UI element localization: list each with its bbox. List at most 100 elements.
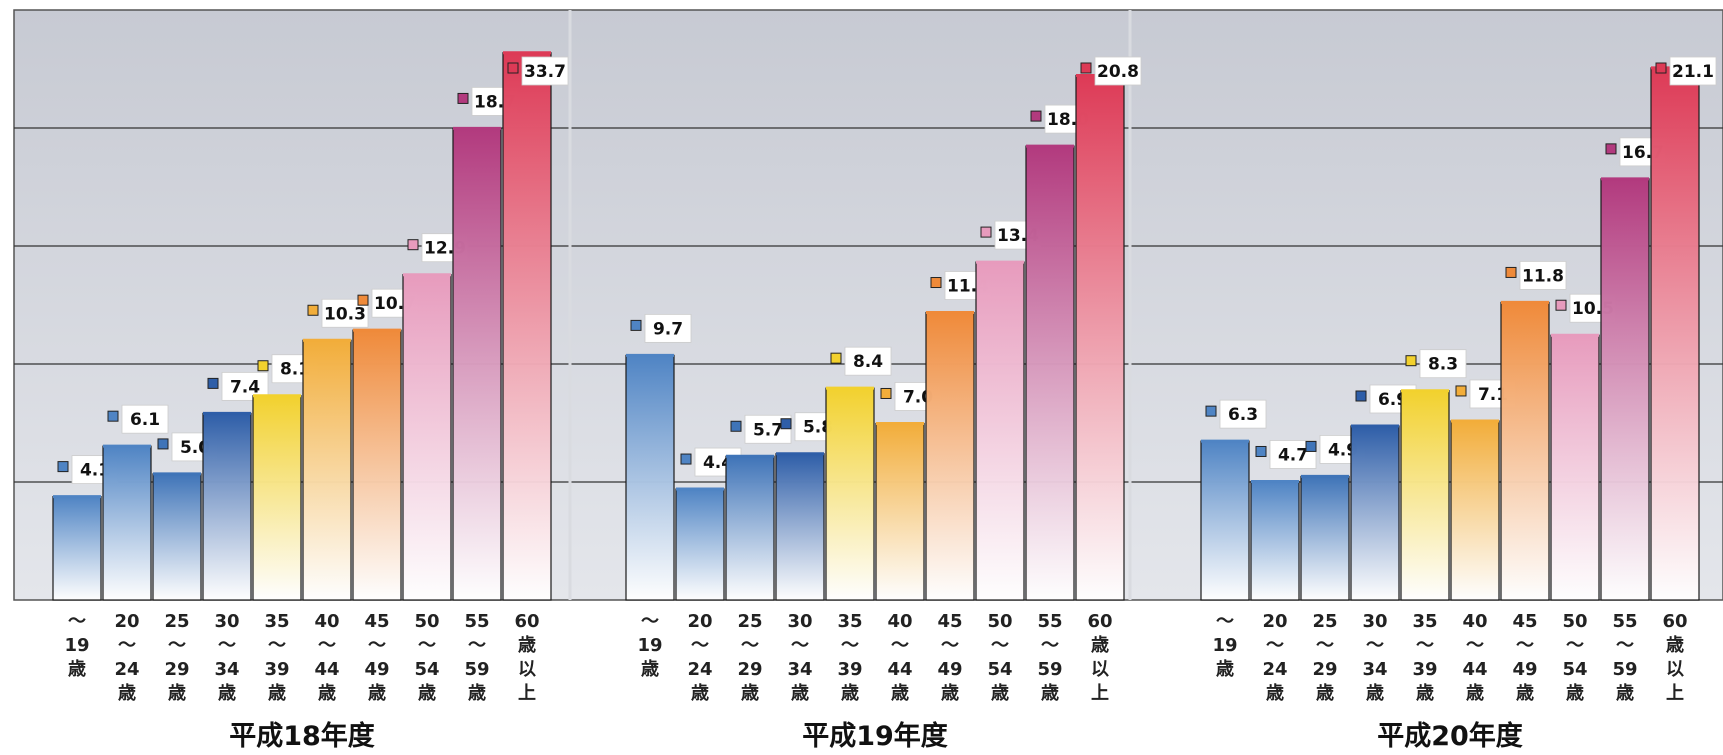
category-label: ～ bbox=[641, 611, 659, 632]
category-label: 歳 bbox=[118, 683, 136, 704]
category-label: ～ bbox=[741, 635, 759, 656]
category-label: 歳 bbox=[1666, 635, 1684, 656]
category-label: 歳 bbox=[841, 683, 859, 704]
category-label: 歳 bbox=[691, 683, 709, 704]
data-label: 9.7 bbox=[653, 319, 683, 339]
group-label: 平成20年度 bbox=[1377, 720, 1523, 752]
category-label: 39 bbox=[837, 659, 862, 680]
group-label: 平成19年度 bbox=[802, 720, 948, 752]
bar bbox=[925, 311, 975, 601]
category-label: 歳 bbox=[68, 659, 86, 680]
data-label-marker bbox=[1505, 266, 1517, 278]
category-label: 45 bbox=[1512, 611, 1537, 632]
data-label-box bbox=[521, 56, 569, 86]
category-label: 45 bbox=[364, 611, 389, 632]
data-label-marker bbox=[1305, 440, 1317, 452]
category-label: 24 bbox=[1262, 659, 1287, 680]
bar bbox=[52, 496, 102, 601]
category-label: 以 bbox=[1666, 659, 1684, 680]
bar bbox=[975, 261, 1025, 601]
data-label: 33.7 bbox=[524, 62, 566, 82]
data-label-marker bbox=[57, 461, 69, 473]
data-label: 8.3 bbox=[1428, 355, 1458, 375]
category-label: 40 bbox=[887, 611, 912, 632]
category-label: ～ bbox=[368, 635, 386, 656]
category-label: 49 bbox=[937, 659, 962, 680]
category-label: 45 bbox=[937, 611, 962, 632]
bar bbox=[452, 127, 502, 601]
bar bbox=[1650, 67, 1700, 601]
category-label: 歳 bbox=[1566, 683, 1584, 704]
bar bbox=[1075, 74, 1125, 601]
category-label: ～ bbox=[418, 635, 436, 656]
bar bbox=[252, 395, 302, 601]
data-label-marker bbox=[1455, 385, 1467, 397]
bar bbox=[825, 387, 875, 601]
data-label-marker bbox=[507, 62, 519, 74]
data-label-marker bbox=[830, 352, 842, 364]
bar bbox=[625, 354, 675, 601]
category-label: ～ bbox=[68, 611, 86, 632]
bar bbox=[875, 422, 925, 601]
category-label: 以 bbox=[518, 659, 536, 680]
data-label-marker bbox=[1555, 299, 1567, 311]
data-label-marker bbox=[407, 239, 419, 251]
data-label-box bbox=[1519, 261, 1567, 290]
data-label-marker bbox=[1605, 143, 1617, 155]
category-label: 上 bbox=[1091, 683, 1109, 704]
category-label: 50 bbox=[1562, 611, 1587, 632]
data-label-box bbox=[1669, 56, 1717, 86]
bar bbox=[725, 455, 775, 601]
data-label-marker bbox=[880, 387, 892, 399]
category-label: 39 bbox=[264, 659, 289, 680]
category-label: 歳 bbox=[1216, 659, 1234, 680]
bar bbox=[152, 473, 202, 601]
category-label: 歳 bbox=[168, 683, 186, 704]
category-label: 25 bbox=[1312, 611, 1337, 632]
category-label: 歳 bbox=[641, 659, 659, 680]
bar bbox=[1400, 390, 1450, 601]
category-label: 35 bbox=[1412, 611, 1437, 632]
category-label: ～ bbox=[218, 635, 236, 656]
bar bbox=[1500, 301, 1550, 601]
category-label: 54 bbox=[414, 659, 439, 680]
category-label: 54 bbox=[987, 659, 1012, 680]
category-label: ～ bbox=[1041, 635, 1059, 656]
category-label: 34 bbox=[1362, 659, 1387, 680]
category-label: ～ bbox=[691, 635, 709, 656]
bar bbox=[675, 488, 725, 601]
data-label-marker bbox=[980, 226, 992, 238]
category-label: ～ bbox=[268, 635, 286, 656]
category-label: 歳 bbox=[1466, 683, 1484, 704]
bar bbox=[202, 412, 252, 601]
data-label-marker bbox=[1655, 62, 1667, 74]
category-label: 歳 bbox=[518, 635, 536, 656]
category-label: 39 bbox=[1412, 659, 1437, 680]
category-label: 25 bbox=[737, 611, 762, 632]
category-label: ～ bbox=[318, 635, 336, 656]
category-label: 20 bbox=[114, 611, 139, 632]
category-label: 歳 bbox=[1616, 683, 1634, 704]
data-label: 6.3 bbox=[1228, 405, 1258, 425]
category-label: ～ bbox=[1566, 635, 1584, 656]
category-label: 19 bbox=[64, 635, 89, 656]
category-label: 50 bbox=[987, 611, 1012, 632]
category-label: ～ bbox=[1466, 635, 1484, 656]
data-label: 4.7 bbox=[1278, 445, 1308, 465]
data-label: 21.1 bbox=[1672, 62, 1714, 82]
bar bbox=[775, 453, 825, 601]
category-label: 30 bbox=[214, 611, 239, 632]
data-label: 6.1 bbox=[130, 410, 160, 430]
category-label: 30 bbox=[787, 611, 812, 632]
category-label: 49 bbox=[364, 659, 389, 680]
data-label-marker bbox=[1405, 355, 1417, 367]
category-label: 60 bbox=[1087, 611, 1112, 632]
category-label: 歳 bbox=[1266, 683, 1284, 704]
data-label-marker bbox=[207, 377, 219, 389]
data-label-marker bbox=[1355, 390, 1367, 402]
data-label-marker bbox=[1030, 110, 1042, 122]
category-label: ～ bbox=[1316, 635, 1334, 656]
data-label-marker bbox=[680, 453, 692, 465]
bar bbox=[302, 339, 352, 601]
